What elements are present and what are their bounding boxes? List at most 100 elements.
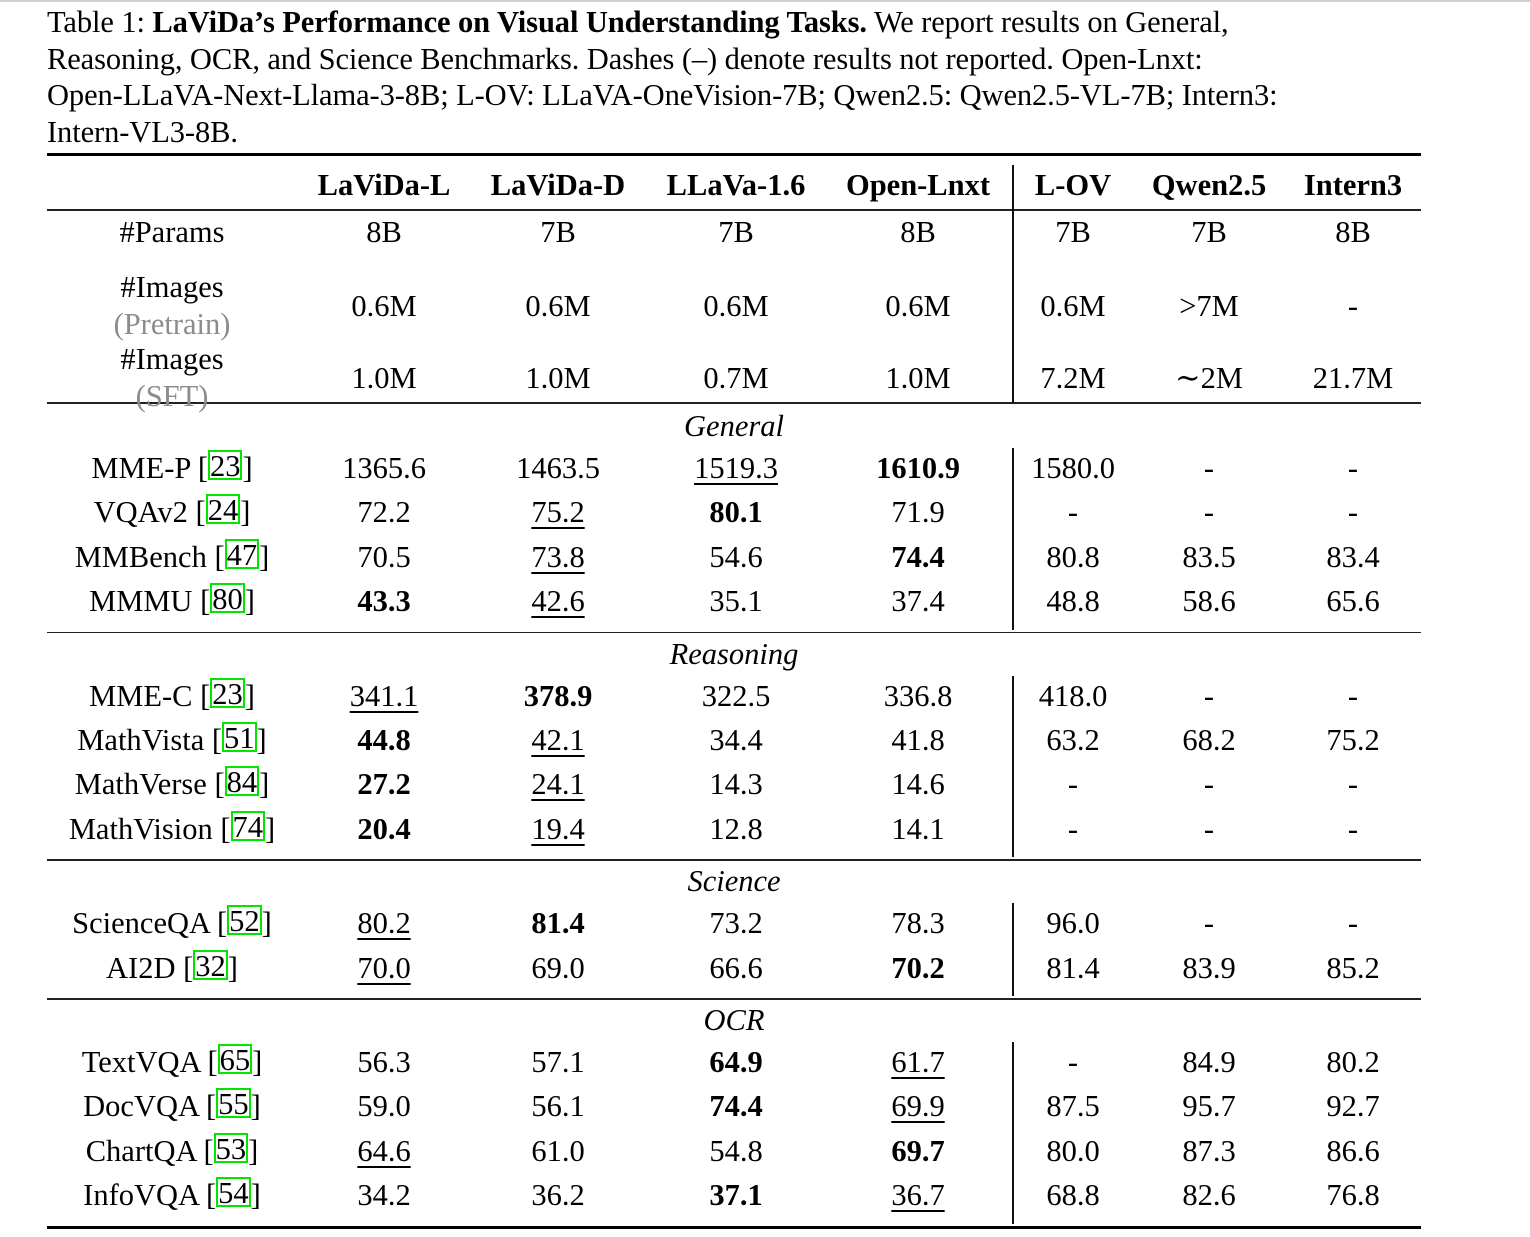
score-cell: 61.7 xyxy=(891,1045,945,1079)
score-cell: 27.2 xyxy=(357,767,411,802)
column-header: LaViDa-L xyxy=(317,168,451,202)
score-cell: 14.3 xyxy=(709,767,763,802)
meta-row-sublabel: (Pretrain) xyxy=(113,307,231,341)
score-cell: 80.2 xyxy=(1326,1045,1380,1079)
score-cell: 80.0 xyxy=(1046,1133,1100,1168)
citation-link[interactable]: 52 xyxy=(227,904,262,939)
score-cell: - xyxy=(1203,451,1215,485)
section-title-general: General xyxy=(684,409,784,443)
score-cell: - xyxy=(1347,495,1359,530)
meta-row-label: #Images xyxy=(120,270,224,304)
citation-link[interactable]: 54 xyxy=(216,1176,251,1211)
benchmark-label: MathVista [51] xyxy=(77,721,267,757)
meta-value: 0.6M xyxy=(885,289,951,323)
benchmark-label: AI2D [32] xyxy=(106,948,238,985)
score-cell: 56.1 xyxy=(531,1089,585,1124)
score-cell: - xyxy=(1347,767,1359,802)
score-cell: 65.6 xyxy=(1326,584,1380,619)
score-cell: 69.9 xyxy=(891,1089,945,1124)
meta-row-label: #Images xyxy=(120,342,224,376)
score-cell: - xyxy=(1203,811,1215,846)
column-divider xyxy=(1012,903,1014,996)
score-cell: - xyxy=(1067,495,1079,530)
score-cell: 75.2 xyxy=(531,495,585,530)
score-cell: 83.9 xyxy=(1182,950,1236,985)
meta-value: 0.6M xyxy=(1040,289,1106,323)
score-cell: 34.2 xyxy=(357,1178,411,1213)
citation-link[interactable]: 23 xyxy=(210,676,245,711)
score-cell: - xyxy=(1203,495,1215,530)
caption-text: We report results on General, xyxy=(873,5,1229,39)
score-cell: 341.1 xyxy=(349,678,419,713)
score-cell: 58.6 xyxy=(1182,584,1236,619)
citation-link[interactable]: 65 xyxy=(217,1043,253,1077)
score-cell: - xyxy=(1203,906,1215,941)
column-header: LLaVa-1.6 xyxy=(666,168,806,202)
meta-value: 7B xyxy=(540,215,576,249)
table-top-rule xyxy=(47,153,1421,156)
meta-value: 21.7M xyxy=(1312,361,1394,395)
meta-value: 8B xyxy=(900,215,936,249)
score-cell: 42.6 xyxy=(531,584,585,619)
header-rule xyxy=(47,209,1421,211)
meta-value: 7B xyxy=(1191,215,1227,249)
score-cell: 37.4 xyxy=(891,584,945,619)
citation-link[interactable]: 84 xyxy=(224,765,260,800)
score-cell: 1580.0 xyxy=(1031,451,1115,485)
caption-line-3: Open-LLaVA-Next-Llama-3-8B; L-OV: LLaVA-… xyxy=(47,78,1278,112)
column-divider xyxy=(1012,165,1014,403)
citation-link[interactable]: 74 xyxy=(230,809,265,844)
score-cell: 70.2 xyxy=(891,950,945,985)
citation-link[interactable]: 32 xyxy=(193,948,228,983)
caption-line-2: Reasoning, OCR, and Science Benchmarks. … xyxy=(47,41,1203,76)
citation-link[interactable]: 47 xyxy=(224,537,260,572)
citation-link[interactable]: 55 xyxy=(216,1087,251,1122)
column-divider xyxy=(1012,1042,1014,1224)
score-cell: 86.6 xyxy=(1326,1133,1380,1168)
score-cell: 24.1 xyxy=(531,767,585,802)
score-cell: 1610.9 xyxy=(876,451,960,485)
score-cell: 20.4 xyxy=(357,811,411,846)
citation-link[interactable]: 51 xyxy=(222,721,257,755)
citation-link[interactable]: 24 xyxy=(205,493,241,528)
section-title-science: Science xyxy=(687,864,781,899)
score-cell: - xyxy=(1347,906,1359,941)
score-cell: 34.4 xyxy=(709,723,763,757)
benchmark-label: MME-P [23] xyxy=(91,449,253,485)
section-rule xyxy=(47,998,1421,1000)
citation-link[interactable]: 80 xyxy=(210,582,245,617)
meta-value: >7M xyxy=(1179,289,1239,323)
column-divider xyxy=(1012,675,1014,858)
score-cell: 1365.6 xyxy=(342,451,426,485)
score-cell: 336.8 xyxy=(883,678,953,713)
score-cell: 76.8 xyxy=(1326,1178,1380,1213)
score-cell: 68.8 xyxy=(1046,1178,1100,1213)
citation-link[interactable]: 53 xyxy=(213,1131,249,1166)
citation-link[interactable]: 23 xyxy=(207,449,243,483)
table-caption: Table 1: LaViDa’s Performance on Visual … xyxy=(47,4,1427,150)
benchmark-label: MMBench [47] xyxy=(74,537,270,574)
score-cell: 85.2 xyxy=(1326,950,1380,985)
score-cell: 95.7 xyxy=(1182,1089,1236,1124)
score-cell: 14.6 xyxy=(891,767,945,802)
meta-value: 8B xyxy=(1335,215,1371,249)
score-cell: 36.2 xyxy=(531,1178,585,1213)
column-header: Intern3 xyxy=(1303,168,1403,202)
benchmark-label: DocVQA [55] xyxy=(83,1087,261,1124)
score-cell: 418.0 xyxy=(1038,678,1108,713)
score-cell: 80.8 xyxy=(1046,539,1100,574)
score-cell: 37.1 xyxy=(709,1178,763,1213)
score-cell: 69.7 xyxy=(891,1133,945,1168)
column-header: L-OV xyxy=(1034,168,1112,202)
score-cell: 70.5 xyxy=(357,539,411,574)
meta-value: 0.7M xyxy=(703,361,769,395)
meta-value: 0.6M xyxy=(703,289,769,323)
table-bottom-rule xyxy=(47,1225,1421,1229)
score-cell: 41.8 xyxy=(891,723,945,757)
benchmark-label: ChartQA [53] xyxy=(85,1131,259,1168)
meta-value: 7.2M xyxy=(1040,361,1106,395)
score-cell: - xyxy=(1203,767,1215,802)
caption-title: LaViDa’s Performance on Visual Understan… xyxy=(152,5,867,39)
score-cell: 36.7 xyxy=(891,1178,945,1213)
score-cell: - xyxy=(1347,451,1359,485)
